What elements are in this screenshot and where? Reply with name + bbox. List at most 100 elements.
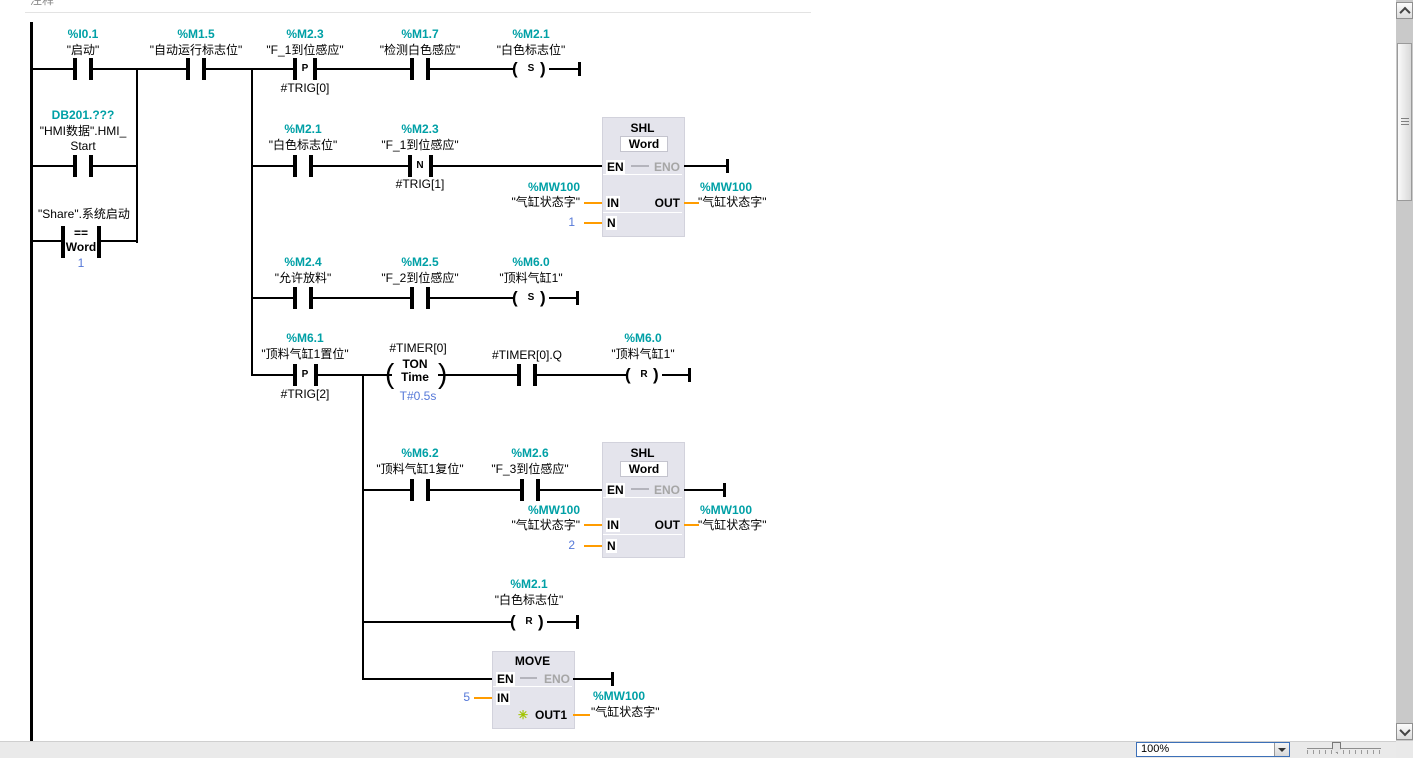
reset-coil-symbol[interactable]	[511, 611, 547, 633]
contact-symbol[interactable]	[77, 155, 89, 177]
in-operand-address[interactable]: %MW100	[527, 503, 580, 517]
contact-name[interactable]: "顶料气缸1复位"	[376, 462, 464, 476]
edge-letter[interactable]: N	[416, 160, 424, 171]
contact-symbol[interactable]	[414, 479, 426, 501]
timer-fn-label[interactable]: TON	[402, 357, 428, 371]
box-datatype[interactable]: Word	[620, 461, 668, 477]
contact-name[interactable]: "检测白色感应"	[379, 43, 461, 57]
pin-n-label[interactable]: N	[606, 216, 617, 230]
contact-symbol[interactable]	[77, 58, 89, 80]
contact-address[interactable]: %M6.1	[286, 331, 324, 345]
contact-symbol[interactable]	[414, 58, 426, 80]
out-operand-name[interactable]: "气缸状态字"	[698, 518, 767, 532]
box-datatype[interactable]: Word	[620, 136, 668, 152]
coil-address[interactable]: %M6.0	[512, 255, 550, 269]
zoom-dropdown-button[interactable]	[1274, 743, 1289, 756]
pin-n-label[interactable]: N	[606, 539, 617, 553]
db-contact-name[interactable]: "HMI数据".HMI_	[39, 124, 127, 138]
coil-name[interactable]: "顶料气缸1"	[611, 347, 675, 361]
pin-en-label[interactable]: EN	[496, 672, 515, 686]
set-coil-symbol[interactable]	[513, 58, 549, 80]
compare-contact-symbol[interactable]	[65, 226, 97, 258]
contact-address[interactable]: %M2.1	[284, 122, 322, 136]
contact-symbol[interactable]	[297, 155, 309, 177]
contact-symbol[interactable]	[521, 364, 533, 386]
compare-operator[interactable]: ==	[73, 226, 88, 240]
db-contact-name[interactable]: Start	[70, 139, 96, 153]
move-box[interactable]	[492, 651, 575, 729]
n-constant[interactable]: 2	[568, 538, 575, 552]
compare-datatype[interactable]: Word	[65, 240, 97, 254]
trig-operand[interactable]: #TRIG[0]	[280, 81, 330, 95]
coil-mode-letter[interactable]: S	[527, 63, 535, 74]
q-contact-label[interactable]: #TIMER[0].Q	[491, 348, 562, 362]
in-operand-name[interactable]: "气缸状态字"	[511, 195, 580, 209]
contact-address[interactable]: %M6.2	[401, 446, 439, 460]
zoom-slider-track[interactable]	[1307, 748, 1381, 749]
contact-symbol[interactable]	[414, 287, 426, 309]
trig-operand[interactable]: #TRIG[2]	[280, 387, 330, 401]
contact-name[interactable]: "白色标志位"	[268, 138, 338, 152]
contact-symbol[interactable]	[412, 155, 429, 177]
pin-eno-label[interactable]: ENO	[543, 672, 570, 686]
in-operand-name[interactable]: "气缸状态字"	[511, 518, 580, 532]
pin-en-label[interactable]: EN	[606, 483, 625, 497]
pin-eno-label[interactable]: ENO	[653, 160, 680, 174]
contact-name[interactable]: "F_2到位感应"	[381, 271, 459, 285]
reset-coil-symbol[interactable]	[626, 364, 662, 386]
scroll-up-button[interactable]	[1396, 2, 1413, 19]
contact-address[interactable]: %M2.4	[284, 255, 322, 269]
contact-name[interactable]: "顶料气缸1置位"	[261, 347, 349, 361]
out-operand-address[interactable]: %MW100	[593, 689, 646, 703]
pin-out-label[interactable]: OUT	[654, 518, 680, 532]
compare-operand[interactable]: "Share".系统启动	[38, 207, 130, 221]
out-operand-address[interactable]: %MW100	[700, 503, 753, 517]
timer-instance-label[interactable]: #TIMER[0]	[389, 341, 447, 355]
contact-address[interactable]: %M2.6	[511, 446, 549, 460]
contact-name[interactable]: "F_1到位感应"	[266, 43, 344, 57]
pin-in-label[interactable]: IN	[606, 518, 620, 532]
db-contact-address[interactable]: DB201.???	[51, 108, 115, 122]
pin-eno-label[interactable]: ENO	[653, 483, 680, 497]
compare-constant[interactable]: 1	[77, 256, 85, 270]
contact-address[interactable]: %M2.3	[401, 122, 439, 136]
box-title[interactable]: MOVE	[514, 654, 551, 668]
pin-in-label[interactable]: IN	[496, 691, 510, 705]
contact-address[interactable]: %M2.5	[401, 255, 439, 269]
contact-name[interactable]: "允许放料"	[274, 271, 332, 285]
contact-symbol[interactable]	[190, 58, 202, 80]
box-title[interactable]: SHL	[630, 121, 655, 135]
coil-address[interactable]: %M2.1	[510, 577, 548, 591]
pin-en-label[interactable]: EN	[606, 160, 625, 174]
out-operand-name[interactable]: "气缸状态字"	[591, 705, 660, 719]
timer-preset[interactable]: T#0.5s	[399, 389, 437, 403]
out-operand-name[interactable]: "气缸状态字"	[698, 195, 767, 209]
scrollbar-thumb[interactable]	[1397, 43, 1412, 201]
timer-type-label[interactable]: Time	[401, 370, 429, 384]
in-operand-address[interactable]: %MW100	[527, 180, 580, 194]
contact-address[interactable]: %I0.1	[67, 27, 99, 41]
contact-symbol[interactable]	[297, 58, 313, 80]
in-constant[interactable]: 5	[463, 690, 470, 704]
box-title[interactable]: SHL	[630, 446, 655, 460]
coil-name[interactable]: "白色标志位"	[496, 43, 566, 57]
contact-name[interactable]: "启动"	[66, 43, 100, 57]
set-coil-symbol[interactable]	[513, 287, 549, 309]
coil-mode-letter[interactable]: R	[525, 616, 533, 627]
n-constant[interactable]: 1	[568, 215, 575, 229]
scroll-down-button[interactable]	[1396, 723, 1413, 740]
contact-name[interactable]: "自动运行标志位"	[149, 43, 243, 57]
zoom-slider-thumb[interactable]	[1332, 742, 1341, 753]
coil-mode-letter[interactable]: S	[527, 292, 535, 303]
ton-timer-symbol[interactable]	[392, 360, 438, 388]
zoom-value[interactable]: 100%	[1141, 743, 1170, 755]
coil-address[interactable]: %M2.1	[512, 27, 550, 41]
contact-name[interactable]: "F_3到位感应"	[491, 462, 569, 476]
contact-address[interactable]: %M1.5	[177, 27, 215, 41]
contact-symbol[interactable]	[524, 479, 536, 501]
trig-operand[interactable]: #TRIG[1]	[395, 177, 445, 191]
contact-address[interactable]: %M2.3	[286, 27, 324, 41]
coil-name[interactable]: "白色标志位"	[494, 593, 564, 607]
contact-symbol[interactable]	[297, 287, 309, 309]
comment-label[interactable]: 注释	[30, 0, 55, 7]
